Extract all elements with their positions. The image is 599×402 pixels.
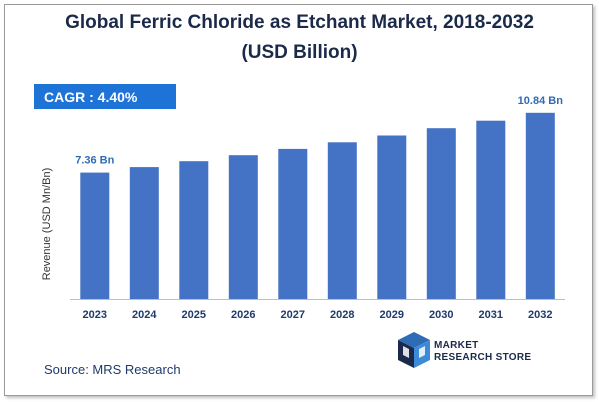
y-axis-label: Revenue (USD Mn/Bn) bbox=[41, 168, 53, 281]
bar-2031 bbox=[476, 120, 506, 299]
x-tick-2023: 2023 bbox=[83, 309, 107, 321]
x-tick-2032: 2032 bbox=[528, 309, 552, 321]
bar-2032 bbox=[525, 112, 555, 299]
cagr-badge: CAGR : 4.40% bbox=[34, 84, 176, 109]
logo-line-2: RESEARCH STORE bbox=[434, 352, 532, 363]
bar-2024 bbox=[129, 167, 159, 299]
data-label-2032: 10.84 Bn bbox=[518, 95, 564, 107]
source-note: Source: MRS Research bbox=[44, 362, 181, 377]
x-tick-2024: 2024 bbox=[132, 309, 157, 321]
bar-2030 bbox=[426, 128, 456, 299]
chart-title: Global Ferric Chloride as Etchant Market… bbox=[65, 12, 534, 33]
logo-wordmark: MARKET RESEARCH STORE bbox=[434, 340, 531, 364]
x-tick-2025: 2025 bbox=[182, 309, 206, 321]
x-tick-2029: 2029 bbox=[380, 309, 404, 321]
bar-2023 bbox=[80, 172, 110, 299]
bar-2029 bbox=[377, 135, 407, 299]
x-tick-2028: 2028 bbox=[330, 309, 354, 321]
bar-2027 bbox=[278, 148, 308, 299]
x-tick-2026: 2026 bbox=[231, 309, 255, 321]
x-tick-2030: 2030 bbox=[429, 309, 453, 321]
bar-2025 bbox=[179, 161, 209, 299]
logo-line-1: MARKET bbox=[434, 340, 479, 351]
bar-2028 bbox=[327, 142, 357, 299]
cube-logo-icon bbox=[398, 332, 430, 368]
bar-2026 bbox=[228, 155, 258, 299]
x-tick-2027: 2027 bbox=[281, 309, 305, 321]
chart-subtitle: (USD Billion) bbox=[241, 42, 358, 63]
data-label-2023: 7.36 Bn bbox=[75, 155, 114, 167]
x-tick-2031: 2031 bbox=[479, 309, 503, 321]
